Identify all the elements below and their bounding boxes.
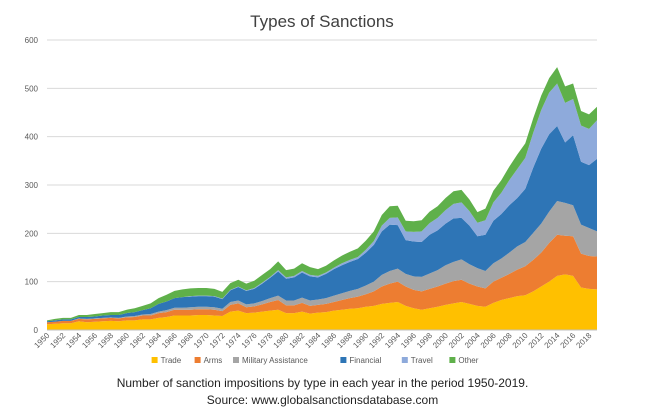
y-tick-label: 400 [25, 133, 39, 142]
legend-swatch-military-assistance [233, 357, 239, 363]
x-tick-label: 1956 [80, 331, 99, 350]
x-tick-label: 2012 [527, 331, 546, 350]
x-tick-label: 1982 [288, 331, 307, 350]
x-tick-label: 1972 [208, 331, 227, 350]
x-tick-label: 1960 [112, 331, 131, 350]
x-tick-label: 1976 [240, 331, 259, 350]
x-tick-label: 2004 [463, 331, 482, 350]
x-tick-label: 2006 [479, 331, 498, 350]
legend-label-arms: Arms [204, 356, 223, 365]
x-tick-label: 1994 [383, 331, 402, 350]
caption-description: Number of sanction impositions by type i… [116, 376, 529, 390]
x-tick-label: 1958 [96, 331, 115, 350]
x-tick-label: 2002 [447, 331, 466, 350]
legend-label-other: Other [458, 356, 478, 365]
legend-swatch-other [449, 357, 456, 363]
x-tick-label: 2010 [511, 331, 530, 350]
caption-source: Source: www.globalsanctionsdatabase.com [206, 393, 439, 407]
x-tick-label: 1990 [351, 331, 370, 350]
x-tick-label: 1988 [335, 331, 354, 350]
y-tick-label: 0 [34, 326, 39, 335]
y-tick-label: 500 [25, 84, 39, 93]
y-tick-label: 300 [25, 181, 39, 190]
x-tick-label: 1954 [64, 331, 83, 350]
x-tick-label: 1970 [192, 331, 211, 350]
x-tick-label: 2018 [574, 331, 593, 350]
legend-label-financial: Financial [349, 356, 381, 365]
x-tick-label: 2016 [559, 331, 578, 350]
legend-swatch-financial [340, 357, 347, 363]
x-tick-label: 1984 [303, 331, 322, 350]
x-tick-label: 1962 [128, 331, 147, 350]
y-tick-label: 600 [25, 36, 39, 45]
legend-swatch-trade [151, 357, 158, 363]
x-tick-label: 2000 [431, 331, 450, 350]
x-tick-label: 1968 [176, 331, 195, 350]
chart-title: Types of Sanctions [250, 12, 394, 31]
y-tick-label: 200 [25, 229, 39, 238]
chart-container: Types of Sanctions 0 100 200 300 400 500 600 195… [25, 12, 597, 365]
x-tick-label: 2008 [495, 331, 514, 350]
x-tick-label: 2014 [543, 331, 562, 350]
stacked-area-chart: Types of Sanctions 0 100 200 300 400 500 600 195… [25, 12, 597, 365]
x-tick-label: 1974 [224, 331, 243, 350]
legend-label-travel: Travel [411, 356, 433, 365]
x-tick-label: 1986 [319, 331, 338, 350]
x-tick-label: 1980 [272, 331, 291, 350]
x-tick-label: 1964 [144, 331, 163, 350]
area-series-arms [47, 234, 597, 325]
legend-label-military-assistance: Military Assistance [242, 356, 308, 365]
legend-label-trade: Trade [161, 356, 182, 365]
area-series-trade [47, 274, 597, 330]
x-tick-label: 1966 [160, 331, 179, 350]
legend-swatch-arms [194, 357, 201, 363]
x-tick-label: 1992 [367, 331, 386, 350]
area-series-financial [47, 126, 597, 323]
y-tick-label: 100 [25, 278, 39, 287]
x-tick-label: 1952 [48, 331, 67, 350]
x-tick-label: 1978 [256, 331, 275, 350]
area-series-other [47, 67, 597, 322]
x-tick-label: 1996 [399, 331, 418, 350]
legend-swatch-travel [401, 357, 408, 363]
x-tick-label: 1998 [415, 331, 434, 350]
